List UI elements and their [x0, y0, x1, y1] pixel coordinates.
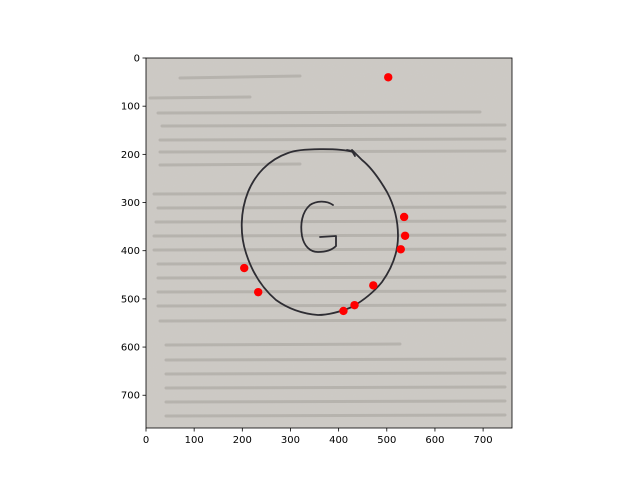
x-tick-label: 100 [185, 435, 204, 446]
printed-text-lines [148, 74, 507, 418]
scatter-point [350, 300, 359, 310]
plot-frame [145, 57, 513, 429]
x-tick-label: 300 [281, 435, 300, 446]
y-tick-label: 600 [121, 343, 140, 354]
y-tick-label: 0 [134, 54, 140, 65]
scatter-points [240, 73, 410, 316]
y-tick-label: 500 [121, 294, 140, 305]
scatter-point [369, 281, 378, 290]
scatter-point [399, 212, 409, 222]
x-tick-label: 600 [425, 435, 444, 446]
x-tick-label: 700 [474, 435, 493, 446]
scatter-point [384, 73, 393, 82]
x-tick-label: 200 [233, 435, 252, 446]
y-tick-label: 200 [121, 150, 140, 161]
x-tick-label: 400 [329, 435, 348, 446]
photo-background [146, 58, 512, 428]
y-tick-label: 300 [121, 198, 140, 209]
scatter-point [254, 287, 263, 297]
scatter-point [240, 263, 249, 273]
scatter-point [400, 231, 410, 240]
y-tick-label: 100 [121, 102, 140, 113]
y-axis: 0 100 200 300 400 500 600 700 [121, 54, 146, 402]
hand-drawn-letter-g [240, 148, 399, 316]
scatter-point [339, 306, 348, 316]
x-tick-label: 0 [143, 435, 149, 446]
y-tick-label: 400 [121, 246, 140, 257]
x-tick-label: 500 [377, 435, 396, 446]
scatter-point [396, 245, 405, 254]
x-axis: 0 100 200 300 400 500 600 700 [143, 428, 493, 446]
y-tick-label: 700 [121, 391, 140, 402]
